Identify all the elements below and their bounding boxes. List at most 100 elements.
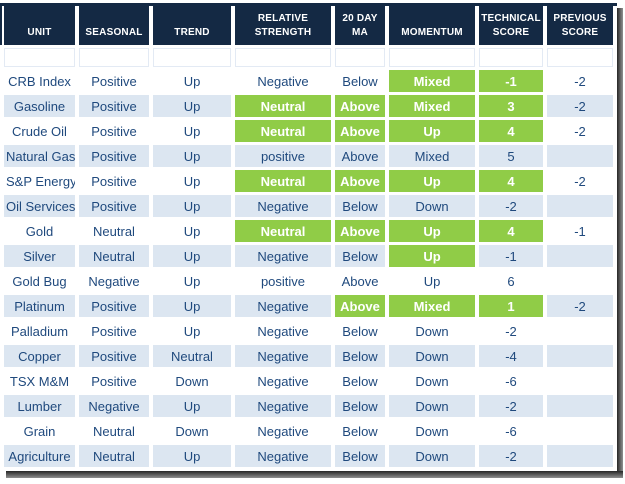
spacer-cell-ma_20day	[335, 48, 385, 67]
cell-previous_score	[547, 445, 613, 467]
header-row: UNIT SEASONAL TREND RELATIVE STRENGTH 20 DAY…	[4, 3, 613, 45]
cell-technical_score: -2	[479, 395, 543, 417]
cell-unit: Copper	[4, 345, 75, 367]
cell-seasonal: Negative	[79, 270, 149, 292]
cell-relative_strength: Negative	[235, 445, 331, 467]
cell-trend: Down	[153, 420, 231, 442]
cell-previous_score	[547, 420, 613, 442]
spacer-cell-unit	[4, 48, 75, 67]
column-header-momentum: MOMENTUM	[389, 3, 475, 45]
cell-ma_20day: Below	[335, 445, 385, 467]
cell-ma_20day: Below	[335, 345, 385, 367]
cell-relative_strength: Negative	[235, 345, 331, 367]
cell-technical_score: -6	[479, 370, 543, 392]
table-row: Silver Neutral Up Negative Below Up -1	[4, 245, 613, 267]
cell-momentum: Down	[389, 395, 475, 417]
cell-unit: Grain	[4, 420, 75, 442]
cell-relative_strength: Negative	[235, 395, 331, 417]
cell-relative_strength: Neutral	[235, 120, 331, 142]
cell-ma_20day: Below	[335, 245, 385, 267]
spacer-cell-trend	[153, 48, 231, 67]
column-header-unit: UNIT	[4, 3, 75, 45]
cell-ma_20day: Above	[335, 170, 385, 192]
cell-momentum: Up	[389, 270, 475, 292]
table-row: Copper Positive Neutral Negative Below Down -4	[4, 345, 613, 367]
cell-previous_score	[547, 195, 613, 217]
cell-trend: Down	[153, 370, 231, 392]
cell-trend: Neutral	[153, 345, 231, 367]
cell-momentum: Up	[389, 245, 475, 267]
cell-unit: Gold	[4, 220, 75, 242]
cell-seasonal: Positive	[79, 370, 149, 392]
cell-technical_score: -6	[479, 420, 543, 442]
table-shadow-bottom	[6, 471, 623, 478]
cell-technical_score: 5	[479, 145, 543, 167]
cell-momentum: Mixed	[389, 145, 475, 167]
cell-unit: Natural Gas	[4, 145, 75, 167]
cell-ma_20day: Above	[335, 220, 385, 242]
cell-previous_score	[547, 270, 613, 292]
spacer-cell-seasonal	[79, 48, 149, 67]
technical-score-table: UNIT SEASONAL TREND RELATIVE STRENGTH 20 DAY…	[4, 3, 613, 467]
cell-relative_strength: Neutral	[235, 95, 331, 117]
cell-momentum: Down	[389, 195, 475, 217]
cell-seasonal: Negative	[79, 395, 149, 417]
cell-trend: Up	[153, 220, 231, 242]
cell-previous_score: -2	[547, 295, 613, 317]
cell-technical_score: -2	[479, 195, 543, 217]
cell-momentum: Mixed	[389, 295, 475, 317]
cell-momentum: Up	[389, 220, 475, 242]
cell-seasonal: Positive	[79, 345, 149, 367]
cell-momentum: Down	[389, 420, 475, 442]
cell-momentum: Down	[389, 445, 475, 467]
cell-relative_strength: Neutral	[235, 220, 331, 242]
cell-relative_strength: Neutral	[235, 170, 331, 192]
cell-seasonal: Positive	[79, 70, 149, 92]
cell-trend: Up	[153, 320, 231, 342]
cell-previous_score: -2	[547, 95, 613, 117]
table-row: Lumber Negative Up Negative Below Down -2	[4, 395, 613, 417]
table-row: S&P Energy Positive Up Neutral Above Up 4 -2	[4, 170, 613, 192]
cell-technical_score: -1	[479, 70, 543, 92]
table-row: Agriculture Neutral Up Negative Below Down -2	[4, 445, 613, 467]
cell-trend: Up	[153, 395, 231, 417]
cell-unit: Silver	[4, 245, 75, 267]
cell-momentum: Mixed	[389, 95, 475, 117]
cell-unit: Agriculture	[4, 445, 75, 467]
cell-unit: Oil Services	[4, 195, 75, 217]
cell-ma_20day: Below	[335, 195, 385, 217]
table-row: Oil Services Positive Up Negative Below Down -…	[4, 195, 613, 217]
cell-ma_20day: Below	[335, 320, 385, 342]
cell-momentum: Mixed	[389, 70, 475, 92]
cell-trend: Up	[153, 95, 231, 117]
cell-trend: Up	[153, 195, 231, 217]
cell-momentum: Down	[389, 320, 475, 342]
spacer-cell-technical_score	[479, 48, 543, 67]
cell-ma_20day: Above	[335, 95, 385, 117]
cell-previous_score: -2	[547, 170, 613, 192]
cell-unit: Platinum	[4, 295, 75, 317]
cell-momentum: Down	[389, 345, 475, 367]
cell-trend: Up	[153, 145, 231, 167]
cell-trend: Up	[153, 245, 231, 267]
cell-ma_20day: Above	[335, 145, 385, 167]
cell-ma_20day: Below	[335, 70, 385, 92]
cell-seasonal: Positive	[79, 120, 149, 142]
cell-trend: Up	[153, 270, 231, 292]
cell-trend: Up	[153, 445, 231, 467]
cell-relative_strength: Negative	[235, 195, 331, 217]
cell-seasonal: Positive	[79, 320, 149, 342]
cell-technical_score: -1	[479, 245, 543, 267]
cell-momentum: Up	[389, 120, 475, 142]
cell-seasonal: Neutral	[79, 245, 149, 267]
table-row: Natural Gas Positive Up positive Above Mixed 5	[4, 145, 613, 167]
cell-relative_strength: Negative	[235, 320, 331, 342]
spacer-row	[4, 48, 613, 67]
cell-technical_score: -4	[479, 345, 543, 367]
cell-relative_strength: positive	[235, 270, 331, 292]
header-left-edge	[0, 3, 2, 45]
cell-technical_score: 4	[479, 220, 543, 242]
cell-previous_score	[547, 245, 613, 267]
table-row: Crude Oil Positive Up Neutral Above Up 4 -2	[4, 120, 613, 142]
